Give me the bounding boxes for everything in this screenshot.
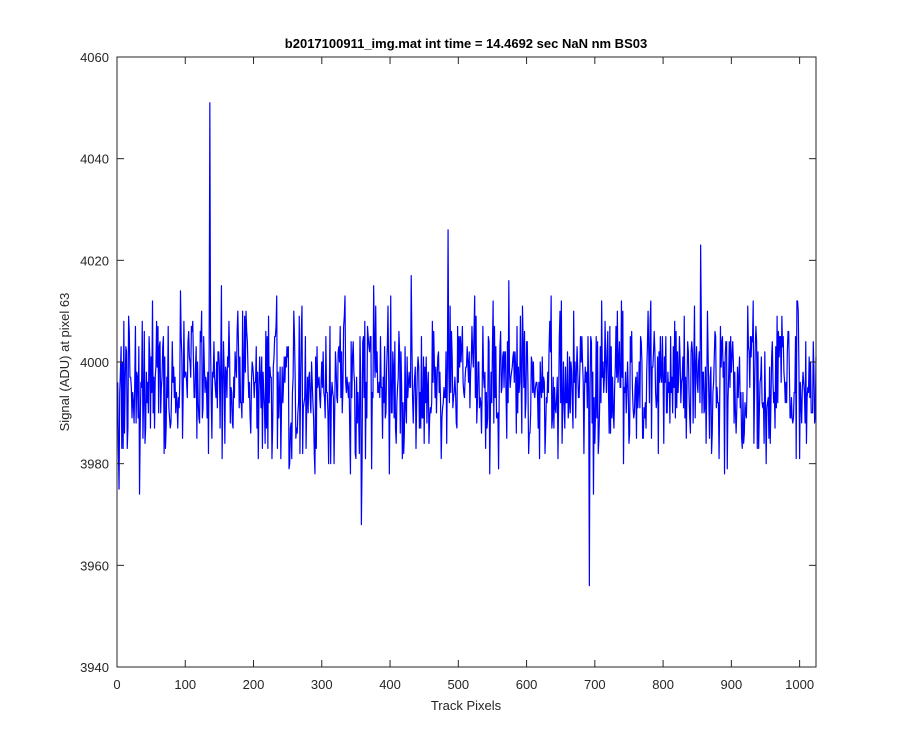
x-tick-label: 900: [721, 677, 743, 692]
y-tick-label: 4040: [80, 152, 109, 167]
chart-title: b2017100911_img.mat int time = 14.4692 s…: [285, 36, 647, 51]
y-tick-label: 4060: [80, 50, 109, 65]
x-tick-label: 200: [243, 677, 265, 692]
x-tick-label: 500: [447, 677, 469, 692]
y-tick-label: 3980: [80, 457, 109, 472]
axes-frame: [116, 56, 817, 668]
x-tick-label: 600: [516, 677, 538, 692]
y-tick-label: 3940: [80, 660, 109, 675]
x-tick-label: 0: [113, 677, 120, 692]
x-tick-label: 700: [584, 677, 606, 692]
x-axis: 0 100 200 300 400 500 600 700 800 900 1000: [113, 57, 814, 692]
x-tick-label: 300: [311, 677, 333, 692]
y-tick-label: 4000: [80, 355, 109, 370]
y-axis-title: Signal (ADU) at pixel 63: [57, 293, 72, 432]
x-tick-label: 100: [174, 677, 196, 692]
signal-series-line: [117, 102, 817, 587]
y-tick-label: 4020: [80, 253, 109, 268]
x-tick-label: 1000: [785, 677, 814, 692]
x-tick-label: 400: [379, 677, 401, 692]
y-tick-label: 3960: [80, 558, 109, 573]
x-axis-title: Track Pixels: [431, 698, 502, 713]
y-axis: 3940 3960 3980 4000 4020 4040 4060: [80, 50, 816, 675]
series-layer: [117, 102, 817, 587]
x-tick-label: 800: [652, 677, 674, 692]
